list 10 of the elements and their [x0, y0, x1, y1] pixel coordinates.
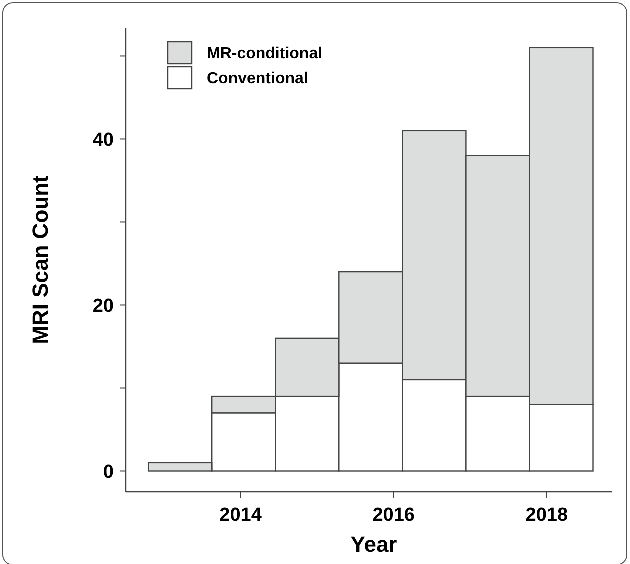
x-tick-label: 2014 — [220, 505, 262, 526]
y-tick-label: 20 — [92, 296, 114, 317]
y-tick-label: 0 — [103, 462, 114, 483]
x-axis-title: Year — [350, 532, 398, 557]
legend-label: MR-conditional — [207, 46, 323, 63]
x-tick-label: 2016 — [372, 505, 416, 526]
x-tick-label: 2018 — [526, 505, 568, 526]
y-tick-label: 40 — [92, 130, 114, 151]
y-axis-title: MRI Scan Count — [28, 175, 53, 344]
legend-label: Conventional — [207, 70, 308, 88]
